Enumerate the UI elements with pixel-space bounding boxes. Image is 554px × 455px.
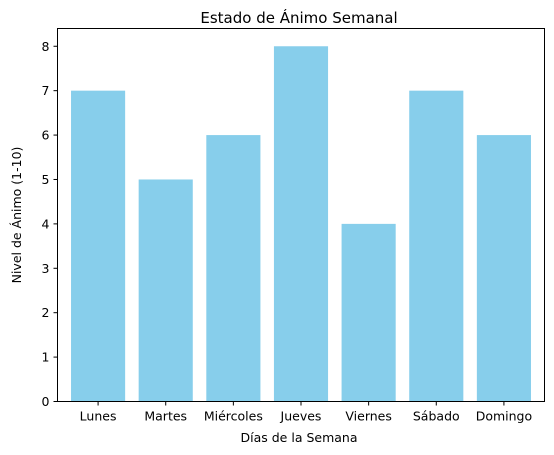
bar-jueves [273, 46, 329, 402]
bar-lunes [71, 90, 126, 402]
y-tick-label: 4 [42, 216, 50, 231]
x-tick-label: Martes [144, 409, 187, 424]
y-tick-label: 8 [42, 39, 50, 54]
bar-domingo [476, 135, 531, 402]
bar-viernes [341, 223, 396, 402]
y-tick-label: 1 [42, 350, 50, 365]
x-tick-label: Sábado [413, 409, 460, 424]
y-tick-label: 6 [42, 128, 50, 143]
x-axis-ticks: Lunes Martes Miércoles Jueves Viernes Sábado D… [80, 401, 532, 424]
y-tick-label: 7 [42, 83, 50, 98]
x-tick-label: Viernes [345, 409, 391, 424]
y-axis-label: Nivel de Ánimo (1-10) [9, 147, 24, 284]
y-axis-ticks: 0 1 2 3 4 5 6 7 8 [42, 39, 58, 409]
bar-martes [138, 179, 193, 402]
x-tick-label: Miércoles [204, 409, 263, 424]
y-tick-label: 0 [42, 394, 50, 409]
x-tick-label: Jueves [280, 409, 322, 424]
y-tick-label: 5 [42, 172, 50, 187]
chart-title: Estado de Ánimo Semanal [200, 8, 397, 27]
plot-frame [57, 28, 545, 402]
bar-sábado [409, 90, 464, 402]
bars-group [71, 46, 531, 402]
x-axis-label: Días de la Semana [241, 430, 358, 445]
y-tick-label: 2 [42, 305, 50, 320]
x-tick-label: Domingo [476, 409, 532, 424]
y-tick-label: 3 [42, 261, 50, 276]
x-tick-label: Lunes [80, 409, 117, 424]
bar-miércoles [206, 135, 261, 402]
